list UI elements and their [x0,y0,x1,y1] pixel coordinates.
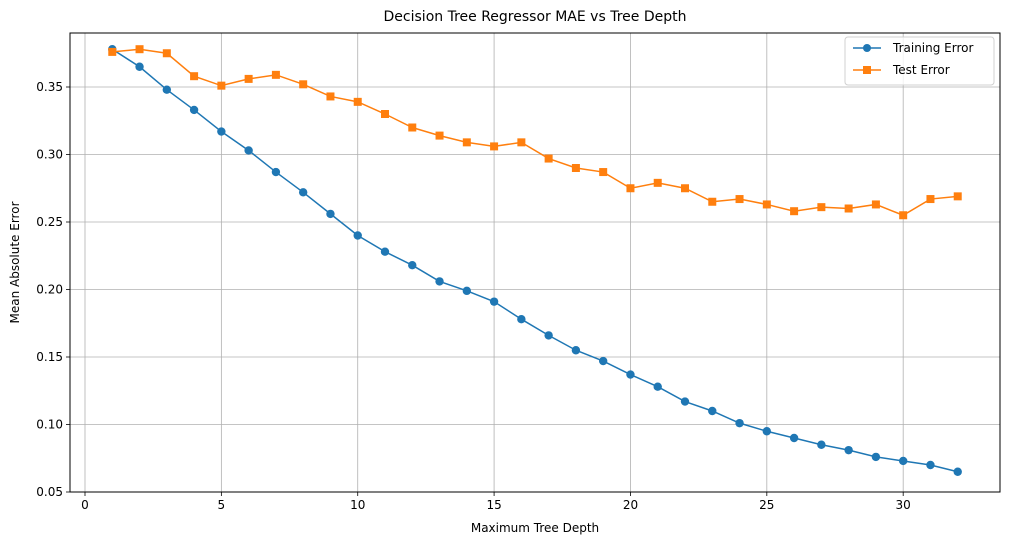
test-error-point [926,195,935,204]
test-error-point [626,184,635,193]
test-error-point [190,72,199,81]
legend-label-training-error: Training Error [892,41,973,55]
y-tick-label: 0.10 [36,418,63,432]
training-error-point [271,167,281,177]
training-error-point [626,370,635,379]
x-tick-label: 5 [218,498,226,512]
test-error-point [381,110,389,118]
test-error-point [544,154,553,163]
test-error-point [244,74,253,83]
training-error-point [817,440,826,449]
test-error-point [217,81,226,90]
legend-marker-training-error [863,44,871,52]
test-error-point [871,200,880,209]
plot-area-frame [69,32,1001,493]
test-error-point [953,192,962,201]
y-tick-label: 0.05 [36,485,63,499]
test-error-point [817,203,826,212]
training-error-point [871,452,881,462]
training-error-point [735,418,744,428]
test-error-point [299,80,308,89]
test-error-point [735,195,744,204]
test-error-point [353,97,362,106]
training-error-point [353,231,362,240]
series-line-test-error [112,48,958,217]
y-tick-label: 0.15 [36,350,63,364]
test-error-point [762,200,771,209]
legend-label-test-error: Test Error [892,63,950,77]
x-tick-label: 0 [81,498,89,512]
test-error-point [571,164,580,172]
training-error-point [162,85,172,94]
training-error-point [680,397,690,406]
training-error-point [489,297,499,306]
training-error-point [898,456,908,466]
x-axis-title: Maximum Tree Depth [471,521,599,535]
training-error-point [708,406,717,416]
training-error-point [953,467,962,476]
test-error-point [108,47,117,56]
legend-marker-test-error [863,66,871,74]
training-error-point [244,146,253,155]
test-error-point [790,207,799,216]
test-error-point [844,204,853,213]
x-tick-label: 15 [486,498,501,512]
test-error-point [135,45,144,54]
test-error-point [708,197,717,206]
x-tick-label: 30 [896,498,911,512]
training-error-point [544,331,553,340]
training-error-point [435,277,444,286]
training-error-point [571,346,581,355]
y-tick-label: 0.30 [36,148,63,162]
series-line-training-error [111,48,958,473]
legend: Training Error Test Error [844,36,995,86]
training-error-point [189,105,199,115]
x-tick-label: 20 [623,498,638,512]
test-error-point [490,142,499,151]
test-error-point [681,184,689,193]
y-tick-label: 0.35 [36,80,63,94]
test-error-point [599,168,608,177]
training-error-point [926,460,935,470]
axis-ticks: 0 5 10 15 20 25 30 0.05 0.10 0.15 0.20 0.25 0.30 0.35 [36,80,911,512]
test-error-point [408,123,417,132]
legend-box [844,36,995,86]
training-error-point [462,286,472,296]
test-error-point [271,70,280,79]
training-error-point [326,209,335,219]
training-error-point [598,356,608,366]
training-error-point [408,261,417,270]
training-error-point [135,62,144,71]
training-error-point [789,433,799,443]
y-axis-title: Mean Absolute Error [8,201,22,323]
test-error-point [162,49,171,58]
test-error-point [899,211,908,220]
y-tick-label: 0.25 [36,215,63,229]
series-layer [108,45,962,476]
training-error-point [653,382,662,391]
training-error-point [217,127,226,136]
training-error-point [380,247,390,256]
training-error-point [517,315,526,324]
y-tick-label: 0.20 [36,283,63,297]
test-error-point [462,138,471,147]
x-tick-label: 25 [759,498,774,512]
x-tick-label: 10 [350,498,365,512]
test-error-point [326,92,335,101]
training-error-point [298,188,308,197]
chart-title: Decision Tree Regressor MAE vs Tree Dept… [384,9,687,25]
test-error-point [517,138,526,147]
training-error-point [844,445,853,455]
training-error-point [762,427,772,436]
test-error-point [435,131,444,140]
test-error-point [653,178,662,187]
